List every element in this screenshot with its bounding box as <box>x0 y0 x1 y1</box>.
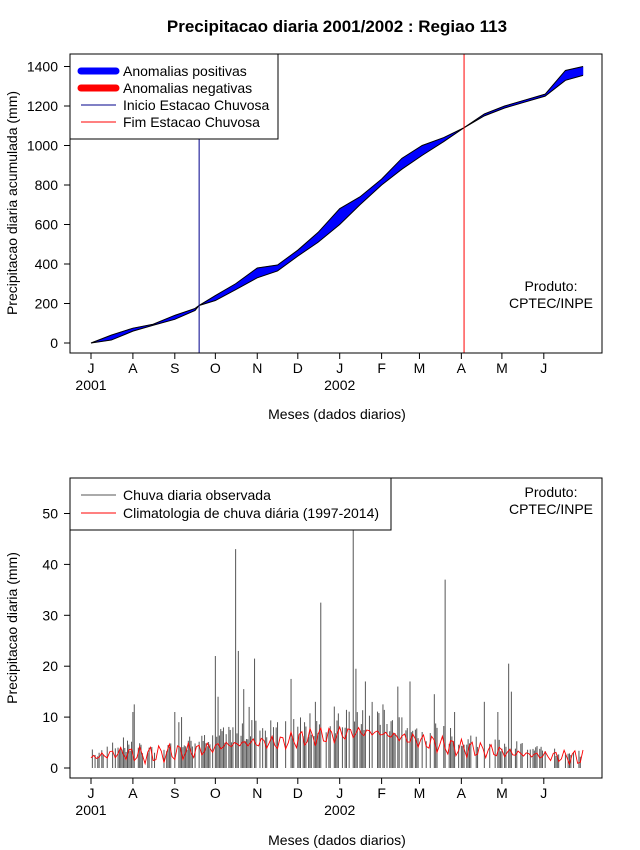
y-axis-title-top: Precipitacao diaria acumulada (mm) <box>4 91 20 315</box>
bottom-month-label: J <box>88 785 95 801</box>
legend-bottom: Chuva diaria observada Climatologia de c… <box>69 477 392 531</box>
bottom-year-label: 2002 <box>324 802 355 818</box>
bottom-month-label: A <box>457 785 467 801</box>
y-axis-bottom: 0 10 20 30 40 50 <box>42 506 71 776</box>
bottom-y-tick-label: 10 <box>42 709 58 725</box>
bottom-y-tick-label: 20 <box>42 658 58 674</box>
anomaly-segment <box>215 283 236 301</box>
top-y-tick-label: 400 <box>35 256 59 272</box>
legend-label-negative: Anomalias negativas <box>123 80 252 96</box>
climatology-daily-line <box>90 725 584 766</box>
product-name-bottom: CPTEC/INPE <box>509 501 593 517</box>
bottom-month-label: M <box>496 785 508 801</box>
bottom-month-label: M <box>414 785 426 801</box>
top-month-label: N <box>252 360 262 376</box>
anomaly-segment <box>359 178 382 206</box>
bottom-month-label: J <box>336 785 343 801</box>
anomaly-segment <box>277 249 299 272</box>
top-y-tick-label: 1200 <box>27 98 58 114</box>
legend-label-end: Fim Estacao Chuvosa <box>123 114 260 130</box>
climatology-cumulative-line <box>90 74 584 344</box>
top-y-tick-label: 800 <box>35 177 59 193</box>
top-year-label: 2002 <box>324 377 355 393</box>
bottom-month-label: A <box>128 785 138 801</box>
bottom-month-label: O <box>210 785 221 801</box>
top-y-tick-label: 600 <box>35 217 59 233</box>
bottom-y-tick-label: 50 <box>42 506 58 522</box>
bottom-month-label: S <box>170 785 179 801</box>
x-axis-title-top: Meses (dados diarios) <box>268 406 406 422</box>
y-axis-top: 0 200 400 600 800 1000 1200 1400 <box>27 59 71 351</box>
top-month-label: J <box>540 360 547 376</box>
top-year-label: 2001 <box>75 377 106 393</box>
bottom-y-tick-label: 40 <box>42 556 58 572</box>
top-month-label: O <box>210 360 221 376</box>
top-y-tick-label: 200 <box>35 296 59 312</box>
bottom-month-label: J <box>540 785 547 801</box>
legend-label-observed: Chuva diaria observada <box>123 487 271 503</box>
top-month-label: J <box>88 360 95 376</box>
bottom-month-label: F <box>377 785 386 801</box>
bottom-year-label: 2001 <box>75 802 106 818</box>
observed-cumulative-line <box>90 66 584 344</box>
y-axis-title-bottom: Precipitacao diaria (mm) <box>4 552 20 704</box>
top-month-label: M <box>414 360 426 376</box>
bottom-y-tick-label: 30 <box>42 607 58 623</box>
top-month-label: F <box>377 360 386 376</box>
top-y-tick-label: 0 <box>50 335 58 351</box>
anomaly-area-group <box>90 66 584 344</box>
legend-label-onset: Inicio Estacao Chuvosa <box>123 97 270 113</box>
anomaly-segment <box>339 196 361 226</box>
top-month-label: J <box>336 360 343 376</box>
chart-title: Precipitacao diaria 2001/2002 : Regiao 1… <box>167 17 507 36</box>
legend-box-bottom <box>69 477 392 531</box>
top-month-label: M <box>496 360 508 376</box>
bottom-y-tick-label: 0 <box>50 760 58 776</box>
product-label-top: Produto: <box>525 278 578 294</box>
top-y-tick-label: 1000 <box>27 138 58 154</box>
top-month-label: A <box>128 360 138 376</box>
anomaly-segment <box>235 267 258 291</box>
legend-top: Anomalias positivas Anomalias negativas … <box>69 53 279 140</box>
climatology-group <box>90 725 584 766</box>
daily-bars-group <box>91 503 581 768</box>
top-month-label: A <box>457 360 467 376</box>
x-axis-title-bottom: Meses (dados diarios) <box>268 832 406 848</box>
bottom-month-label: N <box>252 785 262 801</box>
top-month-label: S <box>170 360 179 376</box>
top-month-label: D <box>293 360 303 376</box>
product-name-top: CPTEC/INPE <box>509 295 593 311</box>
product-label-bottom: Produto: <box>525 484 578 500</box>
legend-label-climatology: Climatologia de chuva diária (1997-2014) <box>123 505 379 521</box>
bottom-month-label: D <box>293 785 303 801</box>
anomaly-segment <box>317 208 340 243</box>
top-y-tick-label: 1400 <box>27 59 58 75</box>
legend-label-positive: Anomalias positivas <box>123 63 247 79</box>
